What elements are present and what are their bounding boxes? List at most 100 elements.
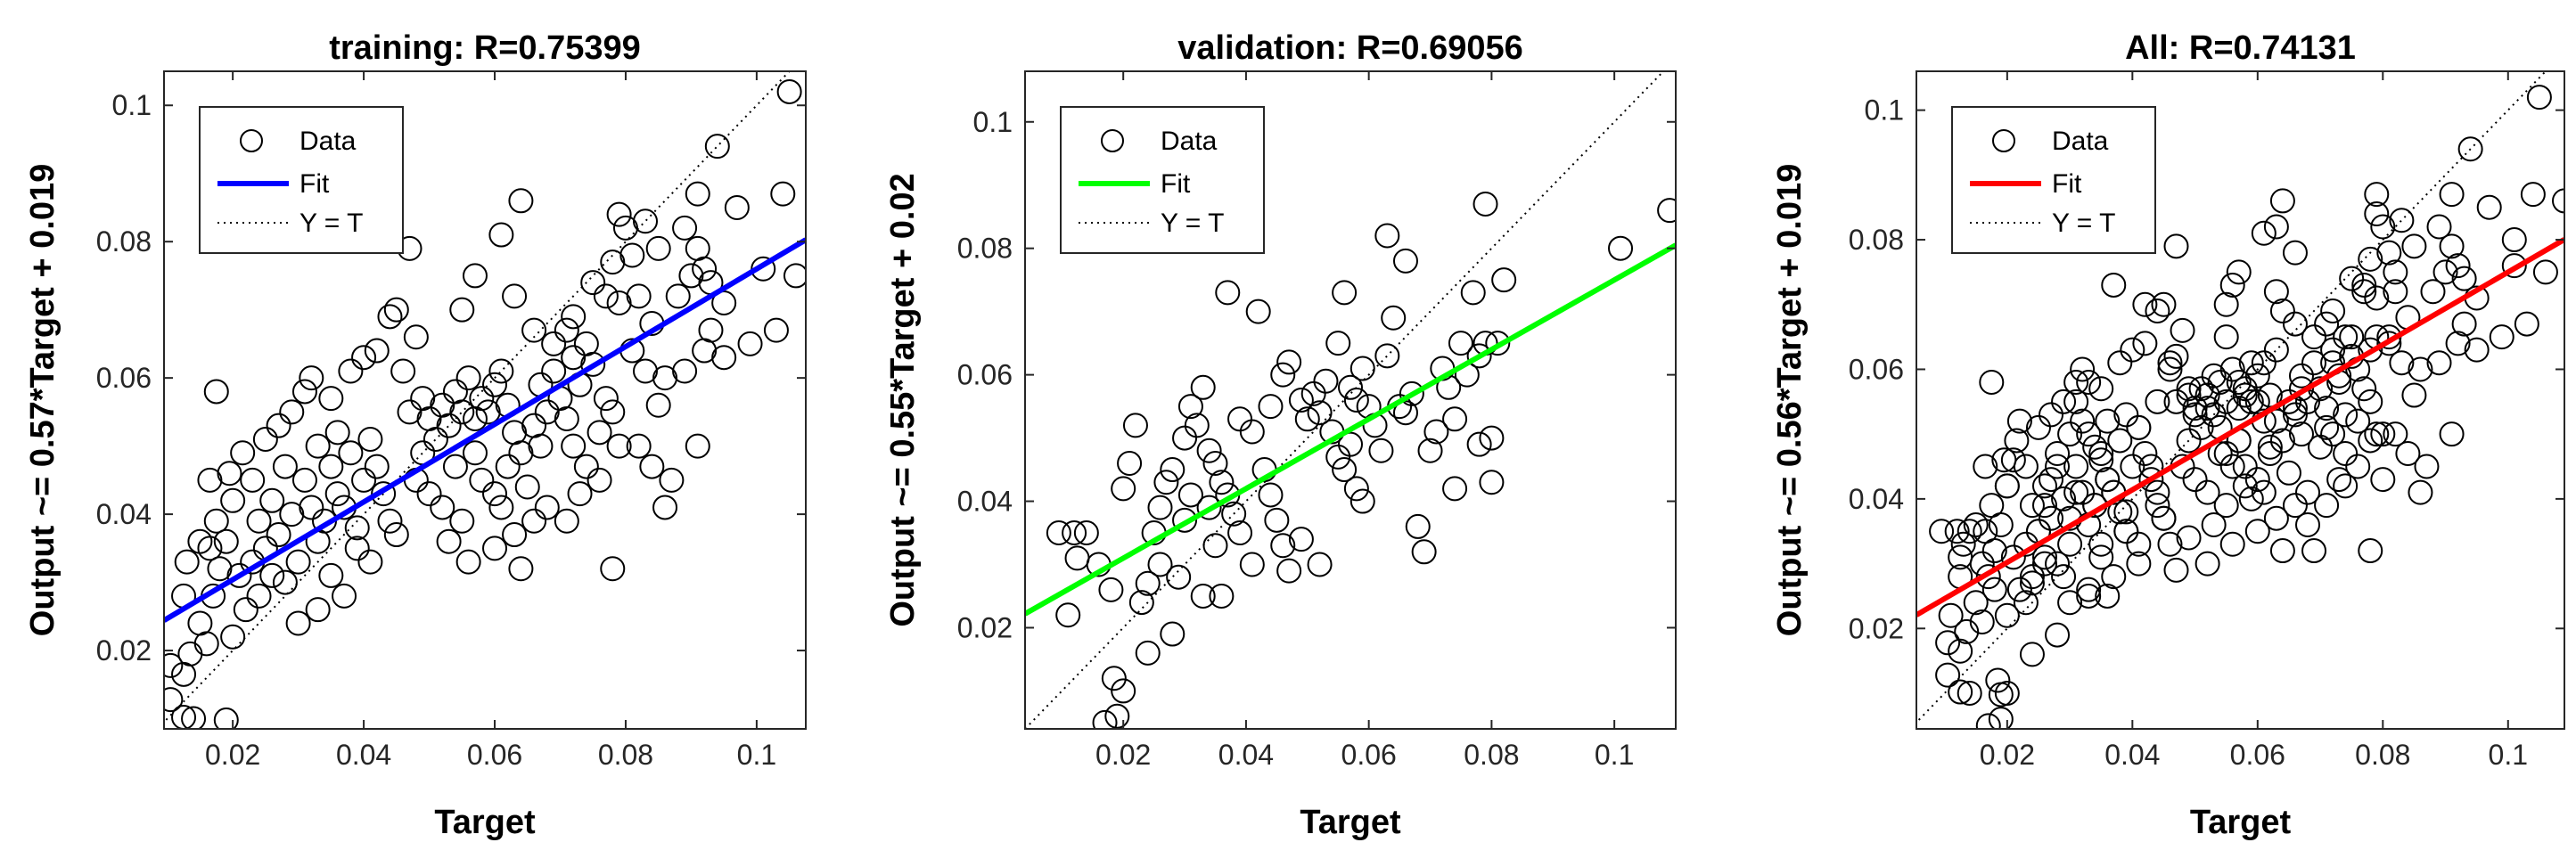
data-point	[554, 508, 579, 534]
data-point	[2045, 454, 2071, 479]
data-point	[606, 433, 632, 459]
data-point	[2282, 402, 2308, 428]
data-point	[1209, 583, 1235, 609]
data-point	[2126, 414, 2152, 440]
data-point	[1975, 713, 2001, 729]
data-point	[390, 358, 416, 384]
y-tick-label: 0.02	[957, 611, 1013, 643]
data-point	[403, 324, 429, 350]
data-point	[226, 562, 252, 588]
data-point	[338, 440, 364, 466]
data-point	[600, 399, 626, 425]
data-point	[1338, 431, 1363, 457]
data-point	[1338, 374, 1363, 400]
data-point	[1350, 356, 1375, 381]
data-point	[220, 624, 246, 650]
data-point	[2520, 182, 2546, 208]
data-point	[2364, 200, 2390, 226]
data-point	[2145, 493, 2170, 519]
plot-content	[164, 71, 806, 729]
data-point	[174, 549, 200, 575]
data-point	[1332, 280, 1358, 306]
data-point	[508, 188, 534, 214]
data-point	[1276, 349, 1302, 375]
data-point	[1046, 520, 1071, 546]
data-point	[1307, 552, 1333, 577]
data-point	[554, 317, 579, 343]
data-point	[783, 263, 806, 289]
data-point	[645, 235, 671, 261]
x-tick-label: 0.08	[598, 739, 653, 771]
data-point	[2201, 402, 2227, 428]
data-point	[1196, 438, 1222, 463]
data-point	[291, 379, 317, 405]
data-point	[266, 413, 291, 438]
data-point	[1135, 640, 1161, 666]
data-point	[2045, 440, 2071, 466]
data-point	[685, 433, 710, 459]
data-point	[1104, 703, 1130, 729]
data-point	[2201, 363, 2227, 389]
fit-line	[164, 237, 806, 623]
x-tick-label: 0.06	[467, 739, 522, 771]
y-tick-label: 0.08	[96, 225, 152, 258]
data-point	[203, 379, 229, 405]
data-point	[626, 283, 652, 309]
data-point	[2358, 246, 2383, 272]
data-point	[1374, 223, 1400, 249]
data-point	[2408, 479, 2433, 505]
data-point	[2358, 538, 2383, 564]
data-point	[672, 358, 698, 384]
data-point	[1160, 621, 1185, 647]
data-point	[1994, 473, 2020, 499]
legend-marker-data	[1992, 129, 2015, 152]
data-point	[1954, 618, 1980, 644]
data-point	[187, 528, 213, 554]
legend: Data Fit Y = T	[1060, 106, 1265, 254]
x-tick-label: 0.06	[1341, 739, 1397, 771]
legend-label-data: Data	[2052, 127, 2109, 156]
x-axis-label: Target	[434, 804, 536, 841]
data-point	[2070, 408, 2096, 434]
data-point	[2351, 272, 2377, 298]
data-point	[213, 528, 239, 554]
data-point	[2113, 519, 2139, 544]
data-point	[2288, 363, 2314, 389]
data-point	[203, 508, 229, 534]
data-point	[2195, 382, 2220, 408]
data-point	[2263, 505, 2289, 531]
data-point	[252, 426, 278, 452]
data-point	[2145, 299, 2170, 324]
data-point	[711, 345, 737, 371]
x-tick-label: 0.04	[1218, 739, 1274, 771]
data-point	[561, 304, 587, 330]
data-point	[2232, 454, 2258, 479]
data-point	[1343, 476, 1369, 502]
data-point	[2358, 337, 2383, 363]
data-point	[1117, 450, 1143, 476]
data-point	[2176, 376, 2202, 402]
data-point	[2395, 440, 2421, 466]
data-point	[2151, 291, 2177, 317]
data-point	[1092, 709, 1118, 729]
data-point	[1122, 413, 1148, 438]
data-point	[2120, 454, 2145, 479]
data-point	[305, 597, 331, 623]
data-point	[1190, 583, 1216, 609]
data-point	[2320, 337, 2346, 363]
data-point	[2295, 479, 2321, 505]
fit-line	[1916, 237, 2564, 618]
data-point	[1202, 533, 1228, 559]
data-point	[164, 687, 184, 713]
data-point	[2163, 557, 2189, 583]
legend-label-data: Data	[1161, 127, 1218, 156]
data-point	[2176, 428, 2202, 454]
data-point	[383, 297, 409, 323]
x-tick-label: 0.1	[737, 739, 776, 771]
data-point	[217, 461, 242, 487]
data-point	[2107, 428, 2133, 454]
data-point	[2057, 531, 2083, 557]
data-point	[2201, 511, 2227, 537]
data-point	[1098, 577, 1124, 602]
data-point	[692, 338, 718, 364]
